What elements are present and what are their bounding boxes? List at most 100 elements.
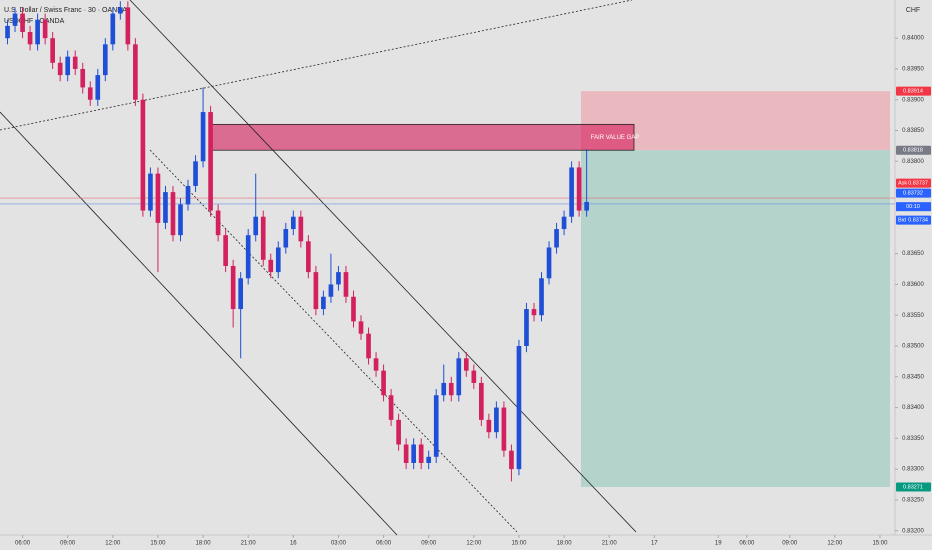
candle-body (403, 444, 409, 463)
y-tick-label: 0.84000 (902, 36, 924, 42)
candle-body (133, 44, 138, 100)
candle-body (290, 216, 296, 230)
candle-body (87, 87, 93, 100)
fvg-label: FAIR VALUE GAP (591, 135, 640, 141)
candle-body (524, 309, 529, 346)
target-zone (581, 150, 890, 487)
candle-body (554, 229, 559, 248)
candle-body (366, 333, 371, 359)
channel-upper (129, 0, 637, 533)
stop-label: 0.83914 (903, 89, 923, 95)
candle-body (539, 278, 544, 316)
zones: FAIR VALUE GAP (210, 91, 890, 487)
candle-body (471, 370, 477, 383)
candle-body (456, 358, 462, 396)
candle-body (125, 7, 131, 45)
entry-label: 0.83818 (903, 148, 923, 154)
candle-body (501, 407, 507, 451)
bid-name: Bid (898, 218, 906, 224)
y-tick-label: 0.83900 (902, 97, 924, 103)
candle-body (381, 370, 386, 396)
countdown: 00:10 (906, 204, 920, 210)
countdown-box (896, 202, 931, 212)
y-tick-label: 0.83600 (902, 282, 924, 288)
ask-name: Ask (898, 181, 907, 187)
candle-body (35, 19, 40, 45)
candle-body (358, 321, 364, 334)
ask-box (896, 178, 931, 188)
candle-body (245, 235, 251, 279)
x-tick-label: 21:00 (241, 541, 257, 547)
target-label: 0.83271 (903, 484, 923, 490)
candle-body (253, 216, 259, 236)
candle-body (306, 241, 311, 273)
y-tick-label: 0.83400 (902, 405, 924, 411)
candle-body (441, 382, 447, 396)
x-tick-label: 15:00 (150, 541, 166, 547)
candle-body (418, 444, 424, 463)
candle-body (20, 13, 25, 33)
candle-body (223, 235, 228, 266)
y-tick-label: 0.83350 (902, 436, 924, 442)
candle-body (569, 167, 574, 217)
candle-body (50, 38, 55, 63)
x-tick-label: 09:00 (60, 541, 76, 547)
x-tick-label: 09:00 (421, 541, 437, 547)
x-tick-label: 06:00 (739, 541, 755, 547)
x-tick-label: 18:00 (196, 541, 212, 547)
x-tick-label: 03:00 (331, 541, 347, 547)
candle-body (72, 56, 78, 69)
x-tick-label: 17 (651, 541, 658, 547)
candle-body (118, 7, 123, 14)
candle-body (260, 216, 266, 260)
candle-body (479, 382, 484, 420)
candle-body (268, 259, 274, 273)
candle-body (426, 456, 432, 463)
fair-value-gap (210, 123, 635, 151)
last-box (896, 188, 931, 198)
x-tick-label: 12:00 (105, 541, 121, 547)
candle-body (576, 167, 582, 211)
x-tick-label: 06:00 (15, 541, 31, 547)
stop-box (896, 86, 931, 96)
x-tick-label: 15:00 (511, 541, 527, 547)
candle-body (531, 309, 537, 316)
chart-title: U.S. Dollar / Swiss Franc · 30 · OANDA (4, 7, 127, 14)
candle-body (102, 44, 108, 76)
channel-lower (0, 111, 398, 536)
candle-body (5, 25, 10, 39)
x-tick-label: 09:00 (782, 541, 798, 547)
candle-body (163, 192, 168, 223)
x-tick-label: 06:00 (376, 541, 392, 547)
x-tick-label: 21:00 (602, 541, 618, 547)
y-tick-label: 0.83950 (902, 67, 924, 73)
candle-body (433, 395, 439, 457)
candle-body (170, 192, 176, 236)
x-tick-label: 18:00 (557, 541, 573, 547)
y-tick-label: 0.83500 (902, 344, 924, 350)
candle-body (373, 358, 379, 371)
ask-label: 0.83737 (908, 181, 928, 187)
candle-body (463, 358, 469, 371)
x-tick-label: 16 (290, 541, 297, 547)
candle-body (80, 68, 86, 88)
candle-body (230, 265, 236, 310)
candle-body (546, 247, 552, 279)
candle-body (396, 419, 401, 445)
candle-body (561, 216, 567, 230)
candle-body (178, 204, 183, 236)
candle-body (486, 419, 492, 433)
y-tick-label: 0.83550 (902, 313, 924, 319)
candle-body (95, 75, 101, 100)
candle-body (298, 216, 304, 242)
bid-box (896, 215, 931, 225)
target-box (896, 482, 931, 492)
candle-body (411, 444, 416, 463)
candle-body (65, 56, 71, 76)
y-tick-label: 0.83650 (902, 251, 924, 257)
candle-body (509, 450, 514, 470)
candle-body (328, 284, 334, 297)
candle-body (321, 296, 326, 310)
candle-body (12, 13, 18, 26)
